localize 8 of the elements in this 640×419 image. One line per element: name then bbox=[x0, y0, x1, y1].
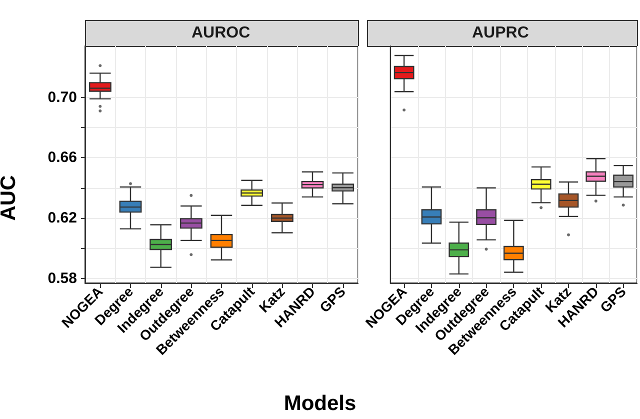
y-tick-label: 0.66 bbox=[48, 149, 77, 166]
y-tick-label: 0.62 bbox=[48, 210, 77, 227]
y-axis-title: AUC bbox=[0, 175, 21, 221]
x-axis-title: Models bbox=[282, 392, 358, 416]
y-tick-label: 0.58 bbox=[48, 270, 77, 287]
y-tick-label: 0.70 bbox=[48, 88, 77, 106]
chart-title: AUPRC bbox=[472, 24, 530, 42]
chart-title: AUROC bbox=[192, 24, 251, 42]
